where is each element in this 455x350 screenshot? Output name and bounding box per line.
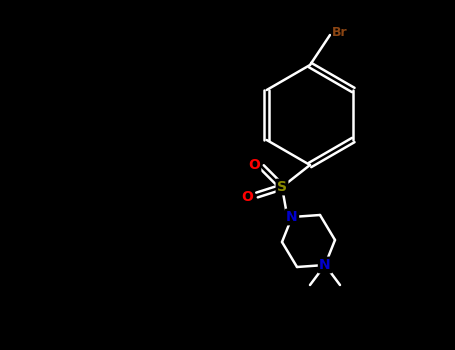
Text: O: O [248,158,260,172]
Text: S: S [277,180,287,194]
Text: N: N [286,210,298,224]
Text: N: N [319,258,331,272]
Text: O: O [241,190,253,204]
Text: Br: Br [332,26,348,38]
